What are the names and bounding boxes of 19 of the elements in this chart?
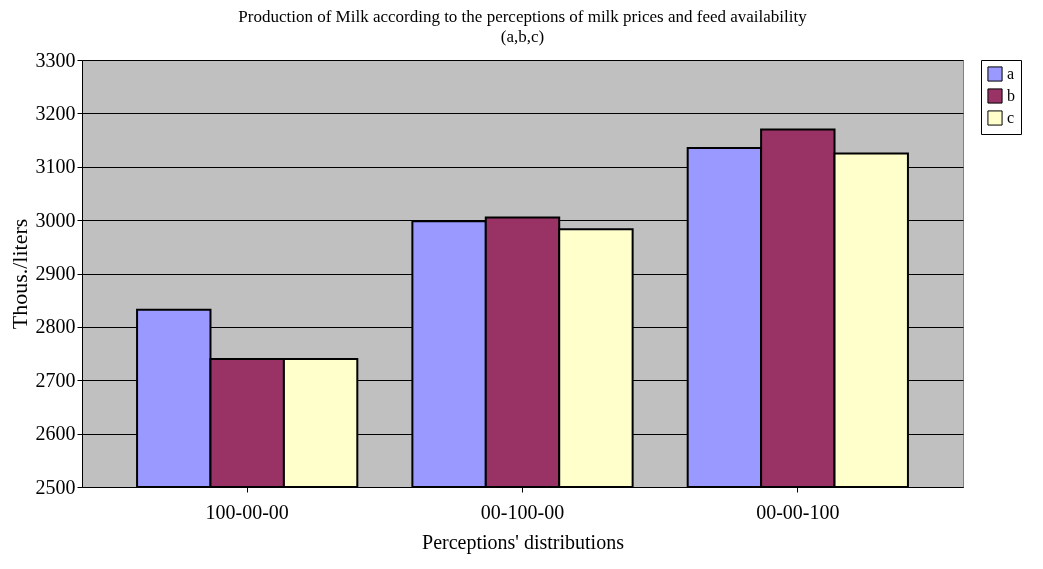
y-tick-label: 3300 bbox=[35, 48, 76, 71]
chart-title: Production of Milk according to the perceptions of milk prices and feed availability bbox=[238, 7, 808, 26]
y-tick-label: 2900 bbox=[35, 262, 76, 284]
y-tick-label: 2600 bbox=[35, 422, 76, 445]
x-tick-label: 00-100-00 bbox=[480, 500, 565, 523]
y-tick-label: 2700 bbox=[35, 368, 76, 391]
legend-label: b bbox=[1007, 87, 1015, 104]
chart-subtitle: (a,b,c) bbox=[500, 27, 545, 46]
y-tick-label: 3200 bbox=[35, 101, 76, 124]
y-tick-label: 2500 bbox=[35, 475, 76, 498]
x-tick-label: 100-00-00 bbox=[205, 500, 289, 523]
y-tick-label: 3100 bbox=[35, 155, 76, 178]
x-axis-title: Perceptions' distributions bbox=[422, 530, 625, 554]
y-axis-title: Thous./liters bbox=[6, 218, 32, 330]
y-tick-label: 2800 bbox=[35, 315, 76, 338]
legend-label: a bbox=[1007, 65, 1015, 82]
y-tick-label: 3000 bbox=[35, 208, 76, 231]
x-tick-label: 00-00-100 bbox=[756, 500, 840, 523]
legend-label: c bbox=[1007, 109, 1015, 126]
